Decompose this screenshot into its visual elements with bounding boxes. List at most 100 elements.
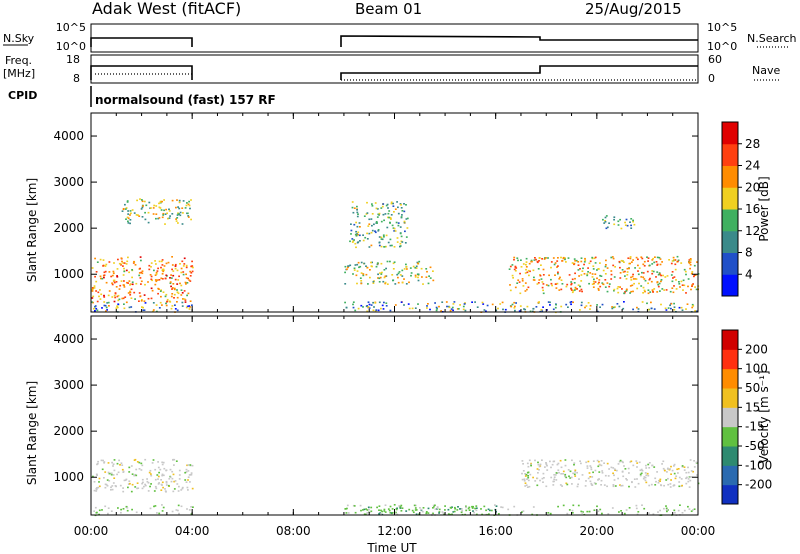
- velocity-cell: [530, 464, 532, 467]
- power-cell: [362, 273, 365, 275]
- velocity-cell: [122, 490, 125, 493]
- power-cell: [574, 277, 576, 280]
- power-cell: [605, 259, 607, 262]
- velocity-cell: [546, 469, 549, 471]
- velocity-cell: [405, 510, 408, 512]
- velocity-cell: [683, 469, 686, 471]
- power-cell: [188, 308, 191, 310]
- power-cell: [417, 262, 419, 265]
- velocity-cell: [162, 486, 164, 489]
- power-cell: [344, 271, 346, 274]
- power-cell: [139, 198, 141, 200]
- power-cell: [383, 219, 385, 222]
- velocity-cell: [450, 507, 453, 509]
- velocity-cell: [187, 479, 189, 481]
- velocity-cell: [576, 471, 578, 474]
- power-cell: [628, 262, 631, 265]
- power-cell: [526, 288, 528, 291]
- velocity-cell: [625, 509, 628, 511]
- power-cell: [355, 235, 358, 237]
- velocity-cell: [675, 475, 678, 477]
- power-colorbar-tick: 28: [745, 137, 760, 151]
- power-cell: [669, 304, 671, 307]
- velocity-cell: [457, 506, 459, 508]
- power-cell: [524, 308, 526, 311]
- power-cell: [613, 216, 616, 218]
- velocity-cell: [645, 474, 648, 477]
- velocity-cell: [474, 507, 476, 510]
- power-cell: [671, 260, 674, 262]
- power-cell: [400, 204, 402, 206]
- power-cell: [185, 204, 188, 207]
- power-cell: [377, 277, 379, 279]
- velocity-cell: [453, 510, 456, 513]
- power-cell: [182, 212, 184, 214]
- power-cell: [405, 204, 407, 206]
- power-cell: [652, 291, 654, 293]
- velocity-cell: [137, 487, 140, 489]
- velocity-cell: [573, 462, 576, 464]
- power-cell: [351, 206, 354, 209]
- velocity-cell: [164, 488, 166, 490]
- power-cell: [411, 307, 414, 310]
- power-cell: [538, 260, 540, 262]
- velocity-cell: [103, 477, 105, 479]
- velocity-cell: [689, 479, 692, 482]
- velocity-cell: [425, 511, 428, 513]
- power-cell: [673, 302, 675, 305]
- power-cell: [375, 265, 378, 268]
- power-cell: [543, 258, 546, 260]
- power-cell: [140, 208, 143, 210]
- velocity-cell: [631, 481, 633, 483]
- velocity-cell: [125, 505, 128, 508]
- power-cell: [457, 308, 460, 310]
- power-cell: [604, 220, 606, 222]
- power-cell: [414, 276, 417, 278]
- velocity-cell: [118, 459, 120, 462]
- power-cell: [647, 282, 649, 285]
- velocity-cell: [686, 476, 688, 479]
- velocity-cell: [645, 464, 647, 467]
- power-cell: [126, 201, 129, 203]
- velocity-cell: [659, 480, 661, 482]
- velocity-cell: [177, 490, 180, 492]
- power-cell: [404, 242, 407, 244]
- power-cell: [157, 267, 159, 270]
- velocity-cell: [158, 482, 160, 484]
- velocity-cell: [628, 485, 630, 488]
- power-cell: [530, 259, 533, 262]
- power-cell: [377, 309, 380, 312]
- velocity-cell: [116, 462, 119, 465]
- power-cell: [673, 259, 675, 261]
- power-cell: [631, 284, 634, 287]
- power-cell: [574, 286, 577, 289]
- power-cell: [608, 285, 611, 288]
- velocity-cell: [98, 485, 101, 488]
- velocity-cell: [346, 504, 349, 507]
- power-cell: [158, 206, 161, 209]
- velocity-cell: [658, 479, 660, 482]
- velocity-cell: [560, 466, 563, 469]
- power-cell: [152, 213, 155, 215]
- power-cell: [412, 265, 415, 268]
- nave-label: Nave: [752, 64, 780, 77]
- power-cell: [569, 301, 572, 304]
- velocity-cell: [110, 473, 113, 476]
- power-cell: [606, 267, 609, 269]
- power-cell: [96, 309, 99, 312]
- power-cell: [653, 261, 656, 264]
- power-cell: [602, 269, 605, 272]
- power-cell: [166, 300, 168, 303]
- cpid-label: CPID: [8, 89, 37, 102]
- velocity-cell: [562, 470, 565, 473]
- power-cell: [405, 283, 408, 285]
- power-cell: [532, 269, 535, 272]
- power-cell: [525, 257, 528, 260]
- power-cell: [129, 284, 131, 286]
- velocity-cell: [494, 504, 496, 506]
- velocity-cell: [185, 468, 188, 471]
- power-cell: [362, 306, 364, 308]
- velocity-cell: [560, 473, 563, 475]
- power-cell: [107, 301, 110, 304]
